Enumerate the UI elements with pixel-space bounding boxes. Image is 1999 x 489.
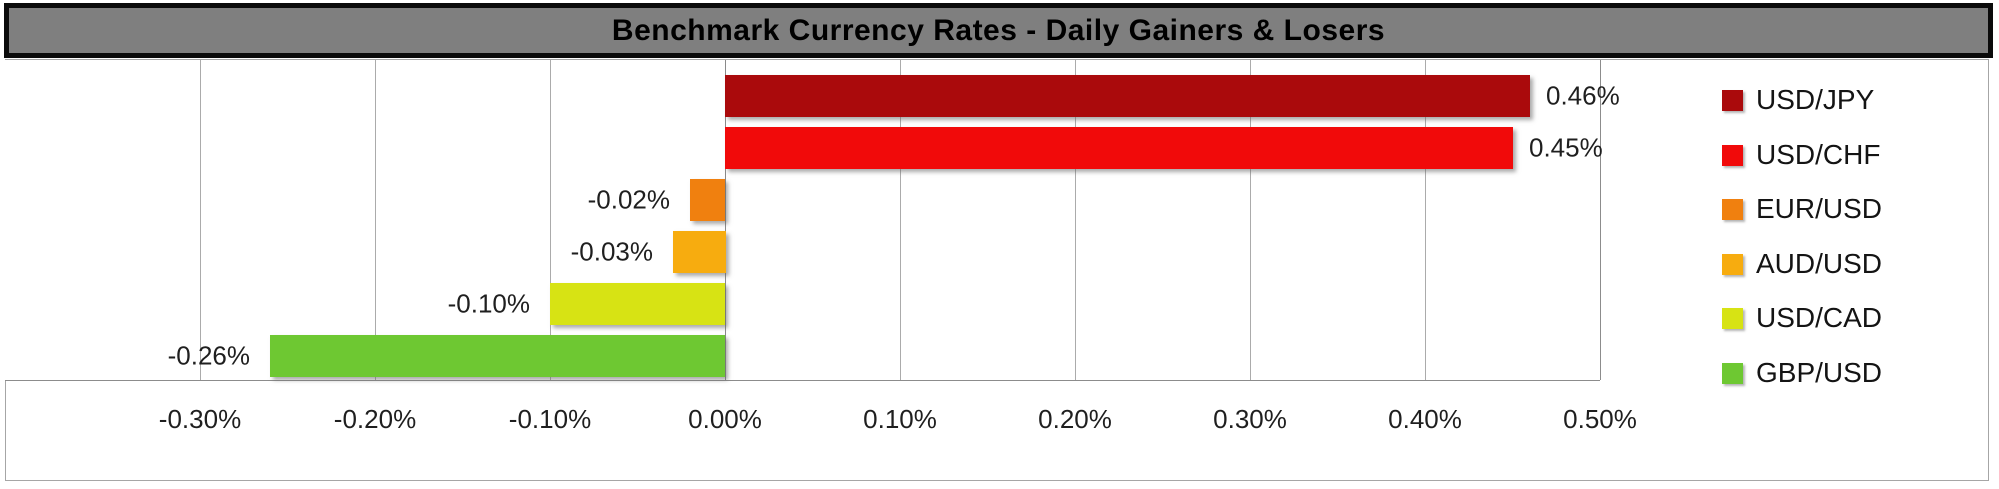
x-axis-tick-label: 0.20% — [1038, 404, 1112, 434]
legend-item-usd-jpy: USD/JPY — [1722, 84, 1874, 116]
legend-item-usd-chf: USD/CHF — [1722, 139, 1880, 171]
gridline — [550, 60, 551, 380]
legend-item-usd-cad: USD/CAD — [1722, 302, 1882, 334]
legend-item-gbp-usd: GBP/USD — [1722, 357, 1882, 389]
gridline — [1600, 60, 1601, 380]
legend: USD/JPY USD/CHF EUR/USD AUD/USD USD/CAD GBP/U… — [1722, 60, 1992, 400]
legend-swatch-gbp-usd — [1722, 362, 1743, 384]
legend-swatch-usd-chf — [1722, 144, 1743, 166]
x-axis-tick-label: 0.10% — [863, 404, 937, 434]
legend-swatch-usd-cad — [1722, 307, 1743, 329]
x-axis-tick-label: 0.00% — [688, 404, 762, 434]
legend-swatch-usd-jpy — [1722, 89, 1743, 111]
bar-usd-chf — [725, 127, 1513, 169]
legend-label: EUR/USD — [1756, 193, 1883, 224]
x-axis-tick-label: -0.30% — [158, 404, 242, 434]
bar-usd-cad — [550, 283, 725, 325]
x-axis-tick-label: 0.40% — [1388, 404, 1462, 434]
gridline — [900, 60, 901, 380]
data-label-usd-chf: 0.45% — [1529, 132, 1603, 163]
x-axis-tick-label: 0.30% — [1213, 404, 1287, 434]
legend-label: AUD/USD — [1756, 248, 1883, 279]
bar-eur-usd — [690, 179, 725, 221]
gridline — [1075, 60, 1076, 380]
plot-area: 0.46% 0.45% -0.02% -0.03% -0.10% -0.26% — [5, 60, 1620, 381]
gridline — [1250, 60, 1251, 380]
x-axis-tick-label: -0.10% — [508, 404, 592, 434]
data-label-usd-cad: -0.10% — [447, 288, 530, 319]
legend-label: GBP/USD — [1756, 357, 1883, 388]
bar-gbp-usd — [270, 335, 725, 377]
x-axis-tick-label: 0.50% — [1563, 404, 1637, 434]
bar-aud-usd — [673, 231, 726, 273]
gridline — [200, 60, 201, 380]
zero-axis-line — [725, 60, 726, 380]
legend-label: USD/JPY — [1756, 84, 1875, 115]
legend-swatch-aud-usd — [1722, 253, 1743, 275]
legend-item-aud-usd: AUD/USD — [1722, 248, 1882, 280]
data-label-aud-usd: -0.03% — [570, 236, 653, 267]
gridline — [375, 60, 376, 380]
chart-title: Benchmark Currency Rates - Daily Gainers… — [611, 13, 1386, 47]
data-label-gbp-usd: -0.26% — [167, 340, 250, 371]
data-label-usd-jpy: 0.46% — [1546, 80, 1620, 111]
legend-label: USD/CHF — [1756, 139, 1881, 170]
bar-usd-jpy — [725, 75, 1530, 117]
data-label-eur-usd: -0.02% — [587, 184, 670, 215]
gridline — [1425, 60, 1426, 380]
legend-item-eur-usd: EUR/USD — [1722, 193, 1882, 225]
x-axis-tick-label: -0.20% — [333, 404, 417, 434]
chart-title-bar: Benchmark Currency Rates - Daily Gainers… — [4, 3, 1993, 58]
legend-label: USD/CAD — [1756, 302, 1883, 333]
legend-swatch-eur-usd — [1722, 198, 1743, 220]
